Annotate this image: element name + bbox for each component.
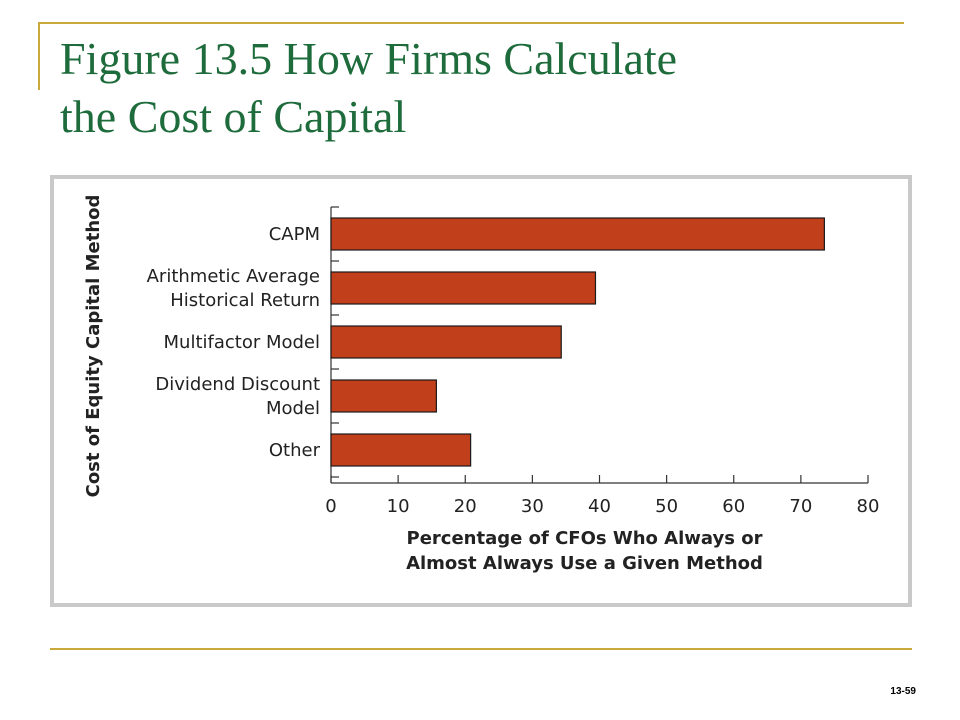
x-tick-label: 30	[521, 496, 544, 517]
x-axis-title: Percentage of CFOs Who Always or Almost A…	[406, 528, 763, 574]
category-label: Other	[269, 440, 321, 461]
slide-title: Figure 13.5 How Firms Calculate the Cost…	[60, 30, 920, 146]
bar	[330, 271, 597, 305]
x-tick-label: 0	[325, 496, 336, 517]
x-tick-label: 20	[454, 496, 477, 517]
slide-title-line-2: the Cost of Capital	[60, 91, 407, 142]
category-label: CAPM	[269, 224, 320, 245]
top-rule	[40, 22, 904, 24]
x-tick-label: 50	[655, 496, 678, 517]
bar	[330, 379, 437, 413]
x-tick-label: 60	[722, 496, 745, 517]
x-tick-label: 10	[387, 496, 410, 517]
y-axis-title: Cost of Equity Capital Method	[83, 195, 104, 498]
bar	[330, 433, 472, 467]
bar	[330, 325, 562, 359]
category-label: Multifactor Model	[164, 332, 321, 353]
x-tick-label: 40	[588, 496, 611, 517]
x-tick-label: 80	[857, 496, 880, 517]
side-rule	[38, 22, 40, 90]
slide-number: 13-59	[890, 686, 916, 697]
bottom-rule	[50, 648, 912, 650]
x-tick-label: 70	[789, 496, 812, 517]
bar	[330, 217, 825, 251]
category-label: Arithmetic Average Historical Return	[147, 266, 320, 311]
slide-title-line-1: Figure 13.5 How Firms Calculate	[60, 33, 678, 84]
category-label: Dividend Discount Model	[155, 374, 320, 419]
